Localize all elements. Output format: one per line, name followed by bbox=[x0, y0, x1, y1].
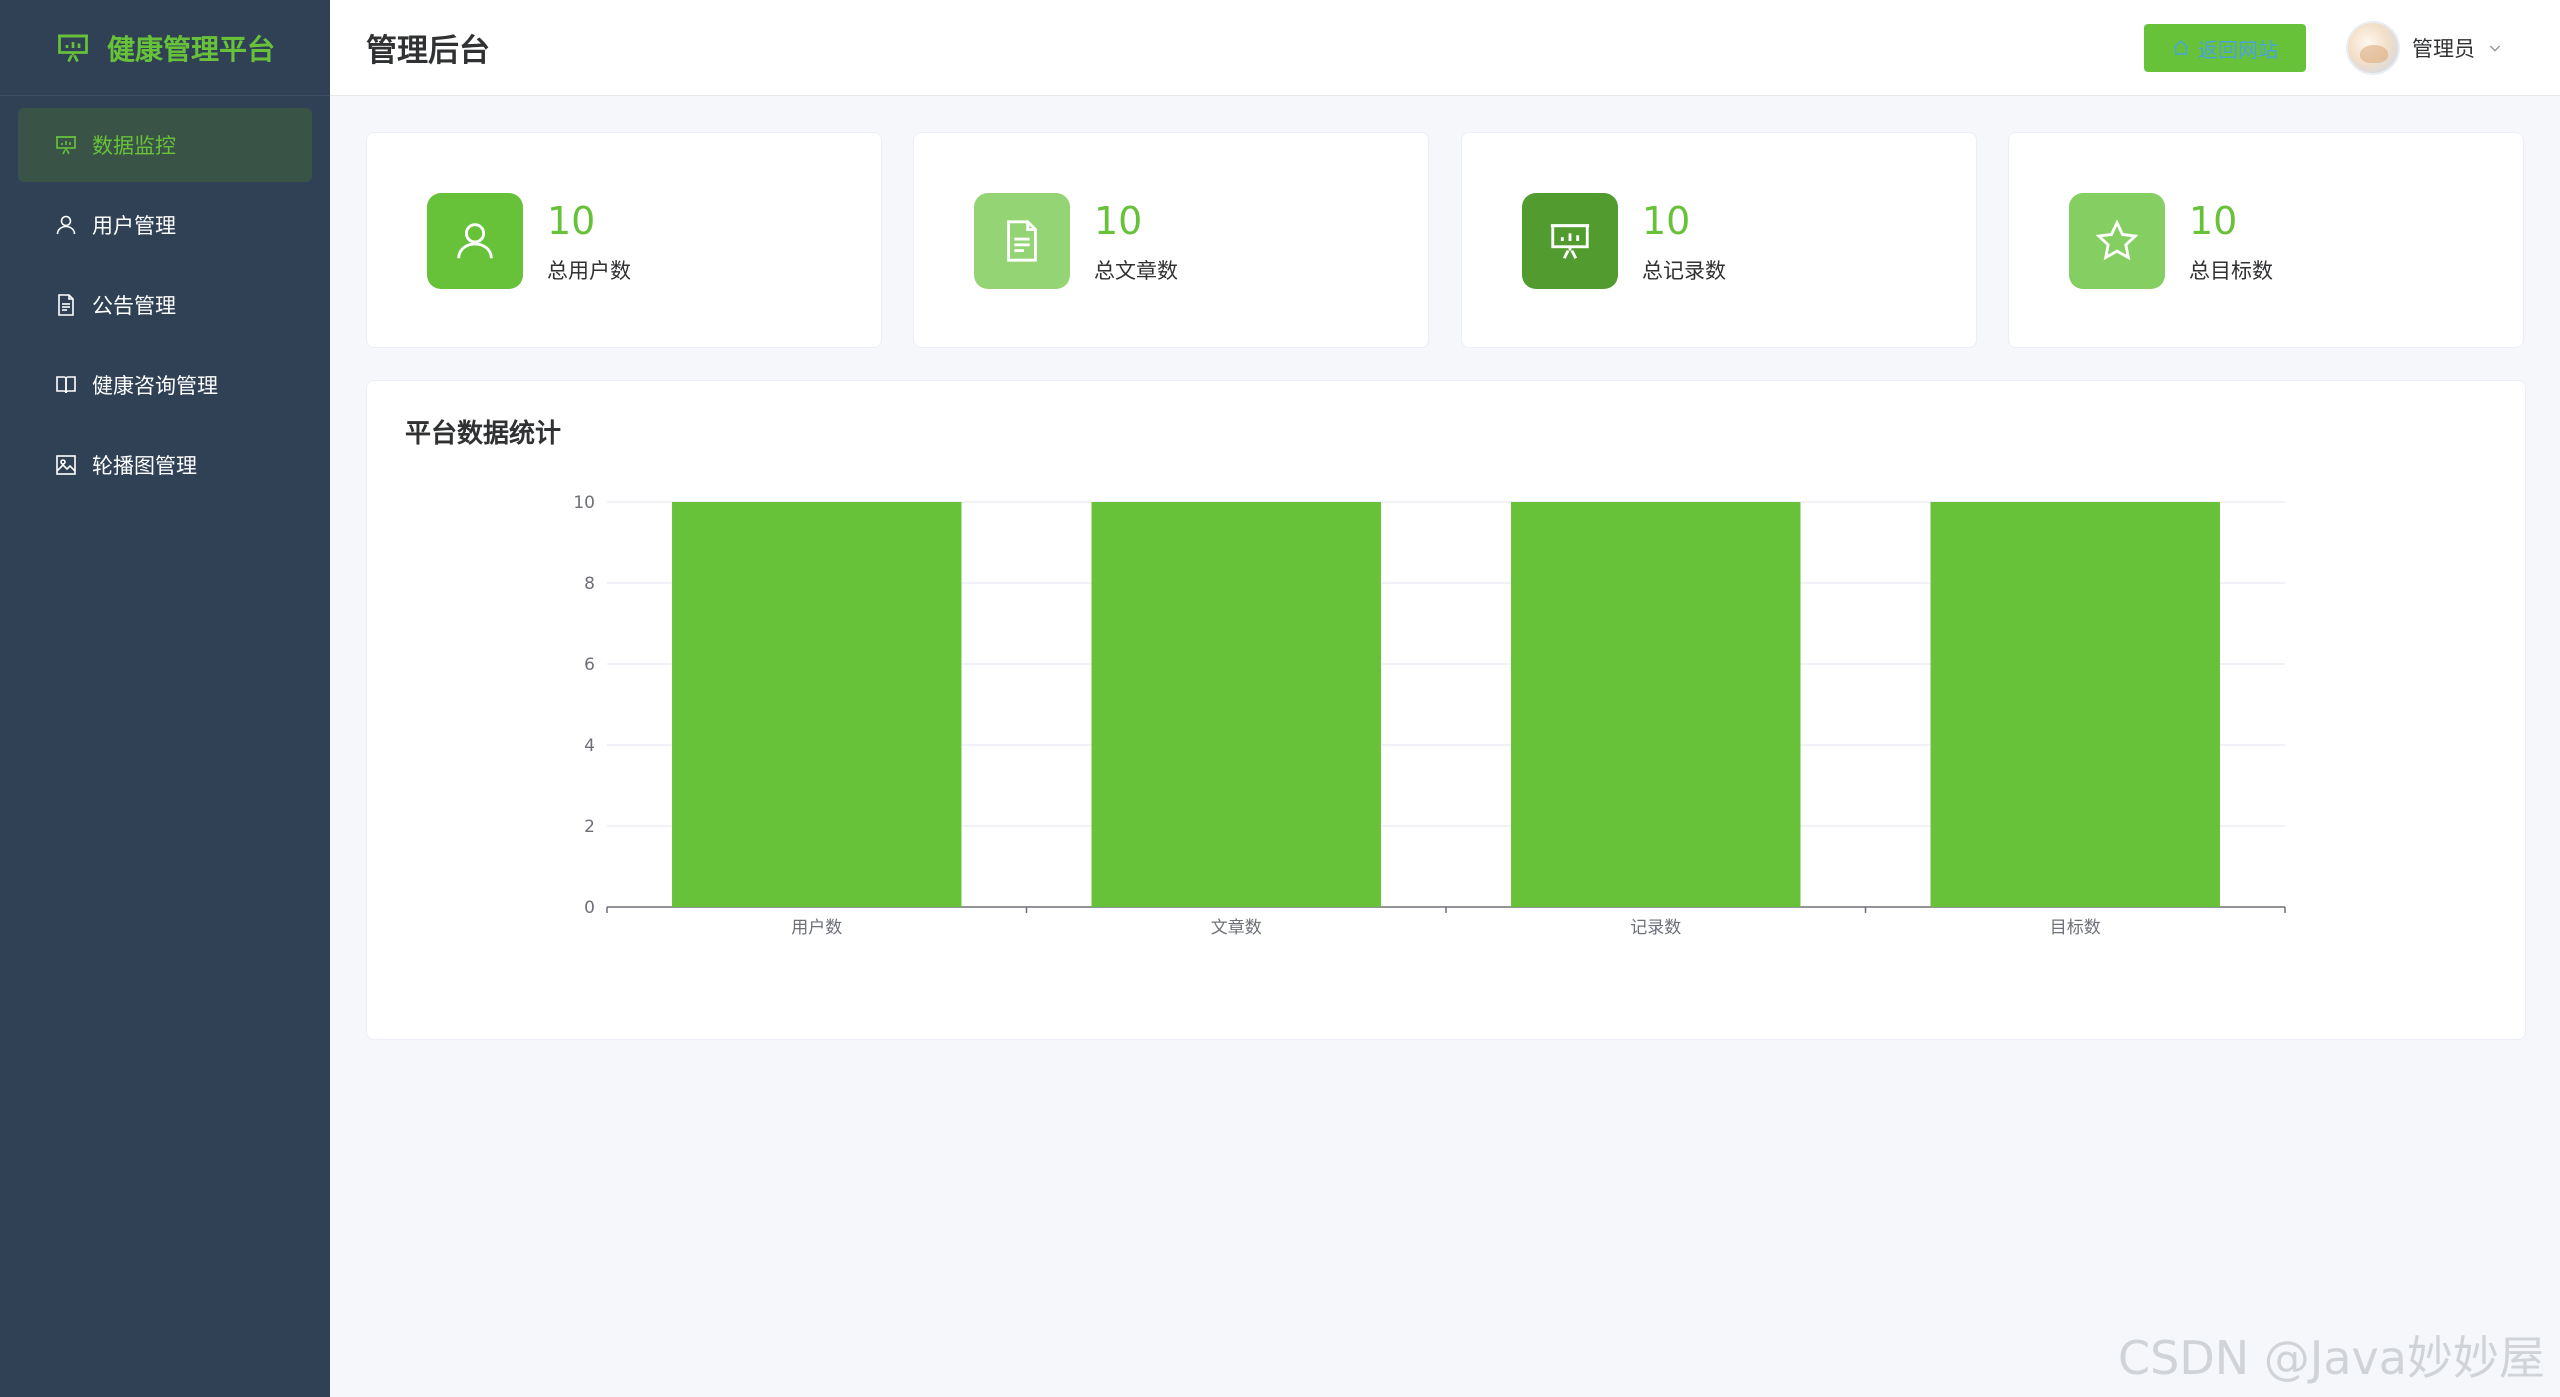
stat-value: 10 bbox=[547, 199, 596, 243]
user-name: 管理员 bbox=[2412, 37, 2475, 61]
y-tick-label: 10 bbox=[573, 493, 595, 513]
sidebar-item-users[interactable]: 用户管理 bbox=[18, 188, 312, 262]
bar-chart: 0 2 4 6 8 10 用户数 文章数 记录数 目标数 bbox=[573, 493, 2286, 938]
user-icon bbox=[457, 223, 493, 259]
chevron-down-icon bbox=[2489, 45, 2501, 52]
stat-icon-box bbox=[1522, 193, 1618, 289]
sidebar-item-label: 数据监控 bbox=[92, 134, 176, 158]
x-tick-label: 用户数 bbox=[791, 918, 842, 938]
x-tick-label: 目标数 bbox=[2050, 918, 2101, 938]
bar bbox=[672, 502, 962, 907]
sidebar-item-label: 公告管理 bbox=[92, 294, 176, 318]
picture-icon bbox=[56, 455, 76, 475]
stat-icon-box bbox=[974, 193, 1070, 289]
stat-value: 10 bbox=[1642, 199, 1691, 243]
stat-label: 总文章数 bbox=[1094, 259, 1178, 283]
brand: 健康管理平台 bbox=[0, 0, 330, 96]
bar bbox=[1511, 502, 1801, 907]
presentation-chart-icon bbox=[57, 34, 88, 62]
sidebar-item-label: 健康咨询管理 bbox=[92, 374, 218, 398]
stat-card-users: 10 总用户数 bbox=[366, 132, 882, 348]
sidebar-item-carousel[interactable]: 轮播图管理 bbox=[18, 428, 312, 502]
document-icon bbox=[1007, 220, 1037, 262]
document-icon bbox=[58, 294, 74, 316]
stat-value: 10 bbox=[2189, 199, 2238, 243]
book-icon bbox=[56, 376, 76, 394]
chart-title: 平台数据统计 bbox=[405, 419, 562, 449]
x-tick-label: 文章数 bbox=[1211, 918, 1262, 938]
y-tick-label: 8 bbox=[584, 574, 595, 594]
presentation-chart-icon bbox=[56, 136, 76, 155]
watermark: CSDN @Java妙妙屋 bbox=[2118, 1331, 2545, 1385]
stat-icon-box bbox=[2069, 193, 2165, 289]
sidebar: 健康管理平台 数据监控 用户管理 公告管理 健康咨 bbox=[0, 0, 330, 1397]
y-tick-label: 6 bbox=[584, 655, 595, 675]
y-tick-label: 2 bbox=[584, 817, 595, 837]
sidebar-item-label: 轮播图管理 bbox=[92, 454, 197, 478]
stat-icon-box bbox=[427, 193, 523, 289]
stat-card-records: 10 总记录数 bbox=[1461, 132, 1977, 348]
x-tick-label: 记录数 bbox=[1630, 918, 1681, 938]
star-icon bbox=[2095, 219, 2139, 261]
sidebar-item-consult[interactable]: 健康咨询管理 bbox=[18, 348, 312, 422]
user-menu[interactable]: 管理员 bbox=[2346, 20, 2503, 76]
sidebar-item-notices[interactable]: 公告管理 bbox=[18, 268, 312, 342]
stat-label: 总用户数 bbox=[547, 259, 631, 283]
brand-title: 健康管理平台 bbox=[106, 32, 275, 66]
sidebar-item-label: 用户管理 bbox=[92, 214, 176, 238]
stat-card-goals: 10 总目标数 bbox=[2008, 132, 2524, 348]
stat-value: 10 bbox=[1094, 199, 1143, 243]
header: 管理后台 返回网站 管理员 bbox=[330, 0, 2560, 96]
stat-label: 总目标数 bbox=[2189, 259, 2273, 283]
bar bbox=[1930, 502, 2220, 907]
page-title: 管理后台 bbox=[366, 33, 490, 69]
sidebar-menu: 数据监控 用户管理 公告管理 健康咨询管理 轮播图管理 bbox=[0, 96, 330, 508]
sidebar-item-data-monitor[interactable]: 数据监控 bbox=[18, 108, 312, 182]
avatar bbox=[2346, 21, 2400, 75]
user-icon bbox=[56, 215, 76, 235]
back-to-site-button[interactable]: 返回网站 bbox=[2144, 24, 2306, 72]
stat-label: 总记录数 bbox=[1642, 259, 1726, 283]
y-tick-label: 4 bbox=[584, 736, 595, 756]
bar bbox=[1091, 502, 1381, 907]
back-to-site-label: 返回网站 bbox=[2198, 37, 2278, 62]
y-tick-label: 0 bbox=[584, 898, 595, 918]
stat-card-articles: 10 总文章数 bbox=[913, 132, 1429, 348]
chart-panel: 平台数据统计 0 2 4 6 8 10 用户数 文章数 记录数 目标数 bbox=[366, 380, 2526, 1040]
home-icon bbox=[2173, 40, 2189, 55]
presentation-chart-icon bbox=[1550, 224, 1590, 259]
